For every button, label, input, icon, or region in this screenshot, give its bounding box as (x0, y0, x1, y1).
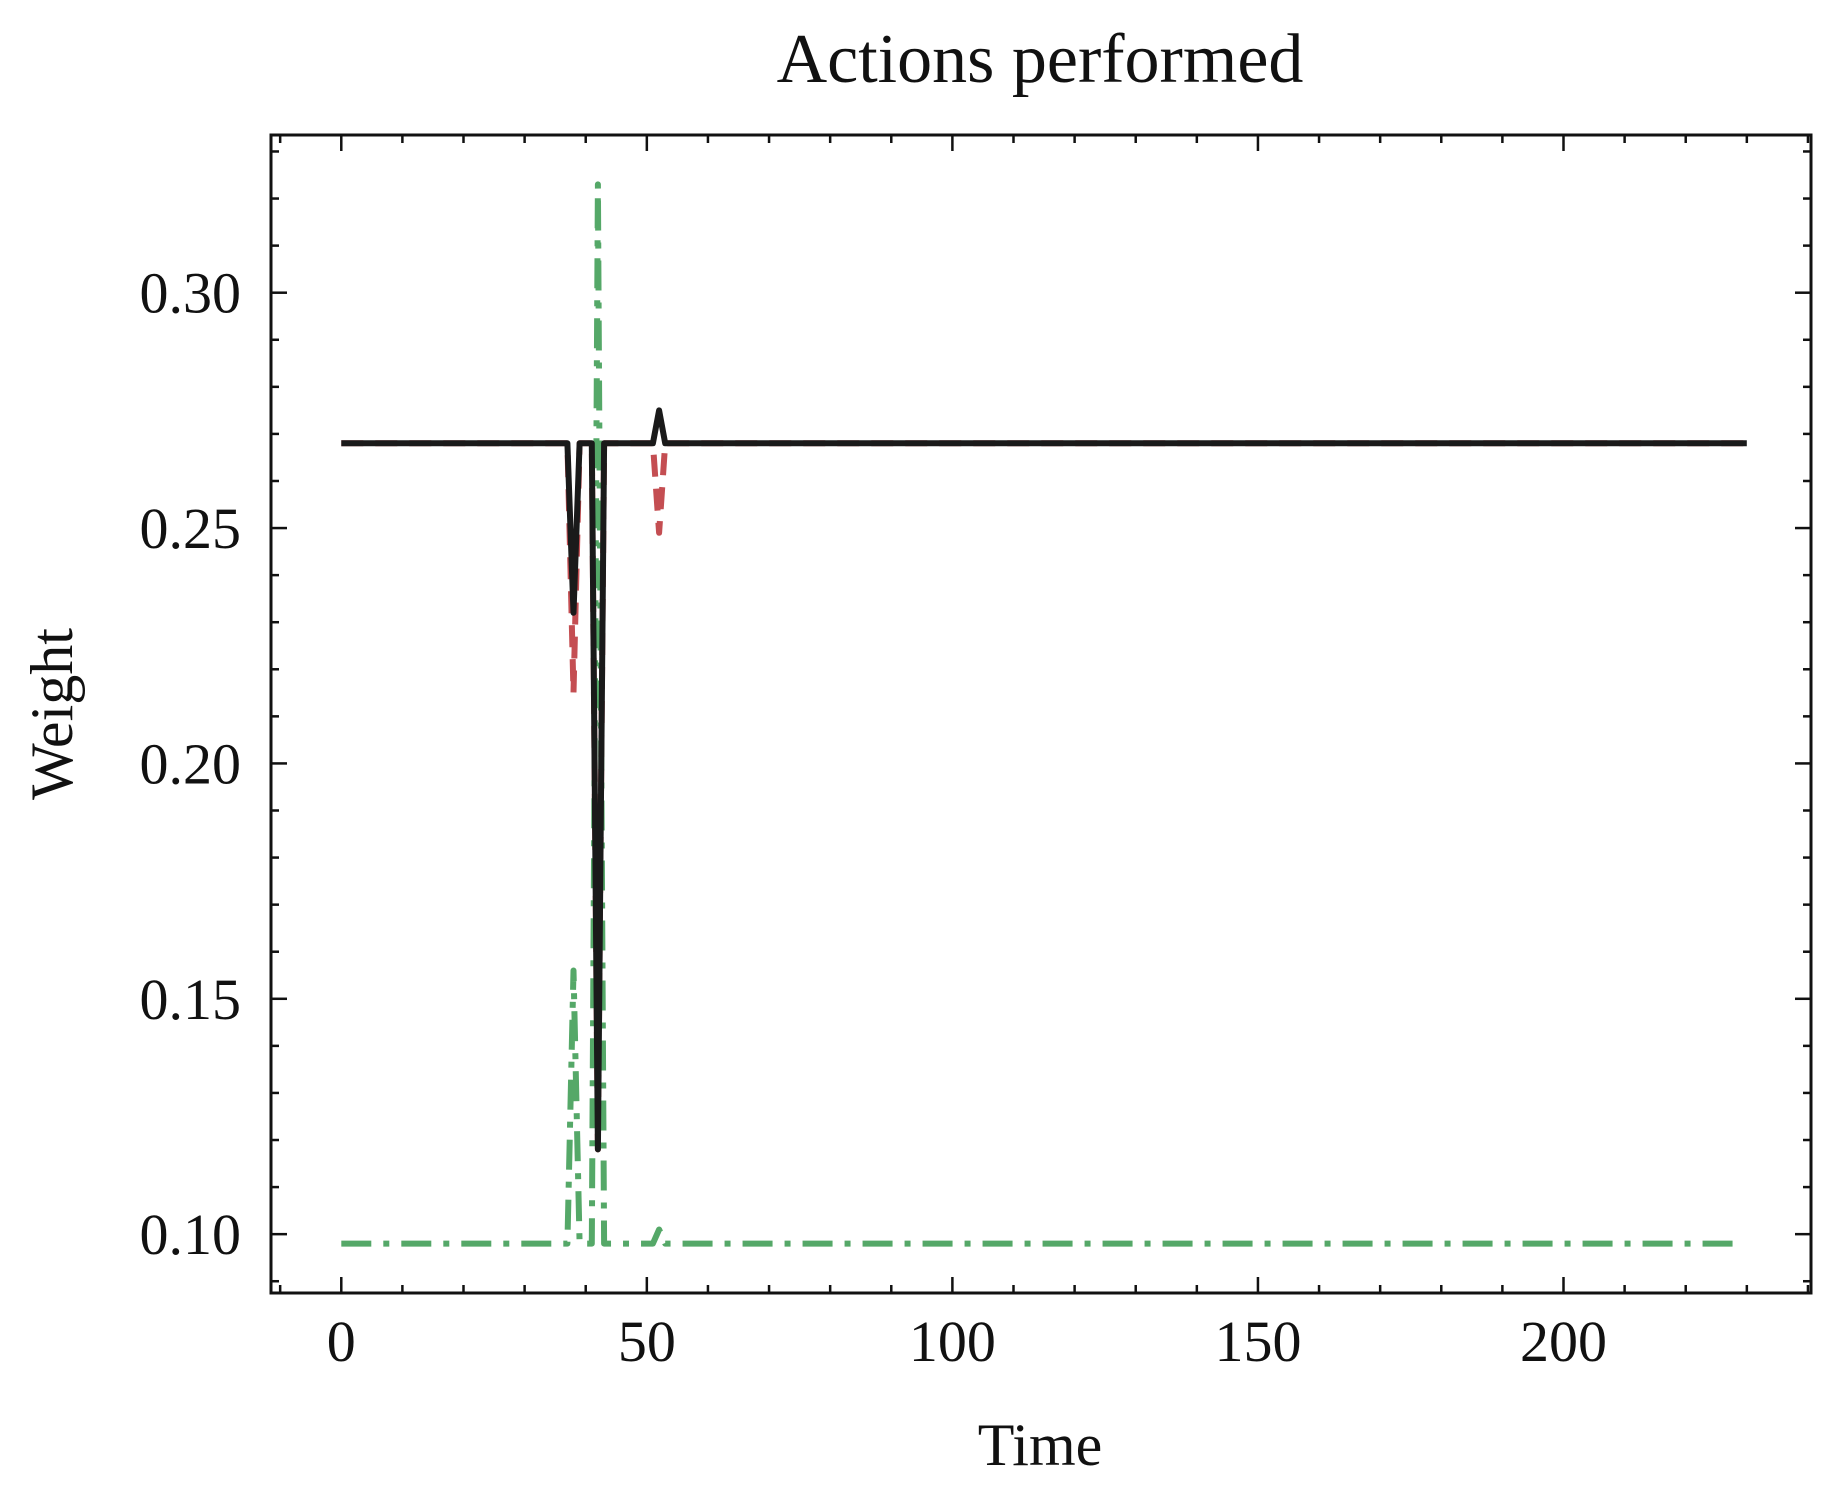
series-line-dashed (341, 440, 1747, 1153)
x-tick-label: 150 (1214, 1309, 1301, 1374)
y-axis-label: Weight (19, 628, 85, 800)
axis-ticks (271, 135, 1811, 1293)
x-tick-label: 50 (618, 1309, 676, 1374)
x-axis-label: Time (978, 1412, 1103, 1478)
chart-title: Actions performed (777, 21, 1304, 98)
y-tick-label: 0.10 (140, 1202, 242, 1267)
plot-frame (269, 133, 1813, 1295)
y-tick-label: 0.20 (140, 731, 242, 796)
y-tick-label: 0.30 (140, 261, 242, 326)
x-tick-label: 100 (909, 1309, 996, 1374)
series-line-dashdot (341, 181, 1735, 1247)
y-tick-label: 0.25 (140, 496, 242, 561)
series-line-solid (341, 407, 1747, 1153)
tick-labels: 0 50 100 150 200 0.10 0.15 0.20 0.25 0.30 (140, 261, 1608, 1374)
plot-area (341, 181, 1747, 1247)
x-tick-label: 200 (1520, 1309, 1607, 1374)
y-tick-label: 0.15 (140, 967, 242, 1032)
x-tick-label: 0 (327, 1309, 356, 1374)
